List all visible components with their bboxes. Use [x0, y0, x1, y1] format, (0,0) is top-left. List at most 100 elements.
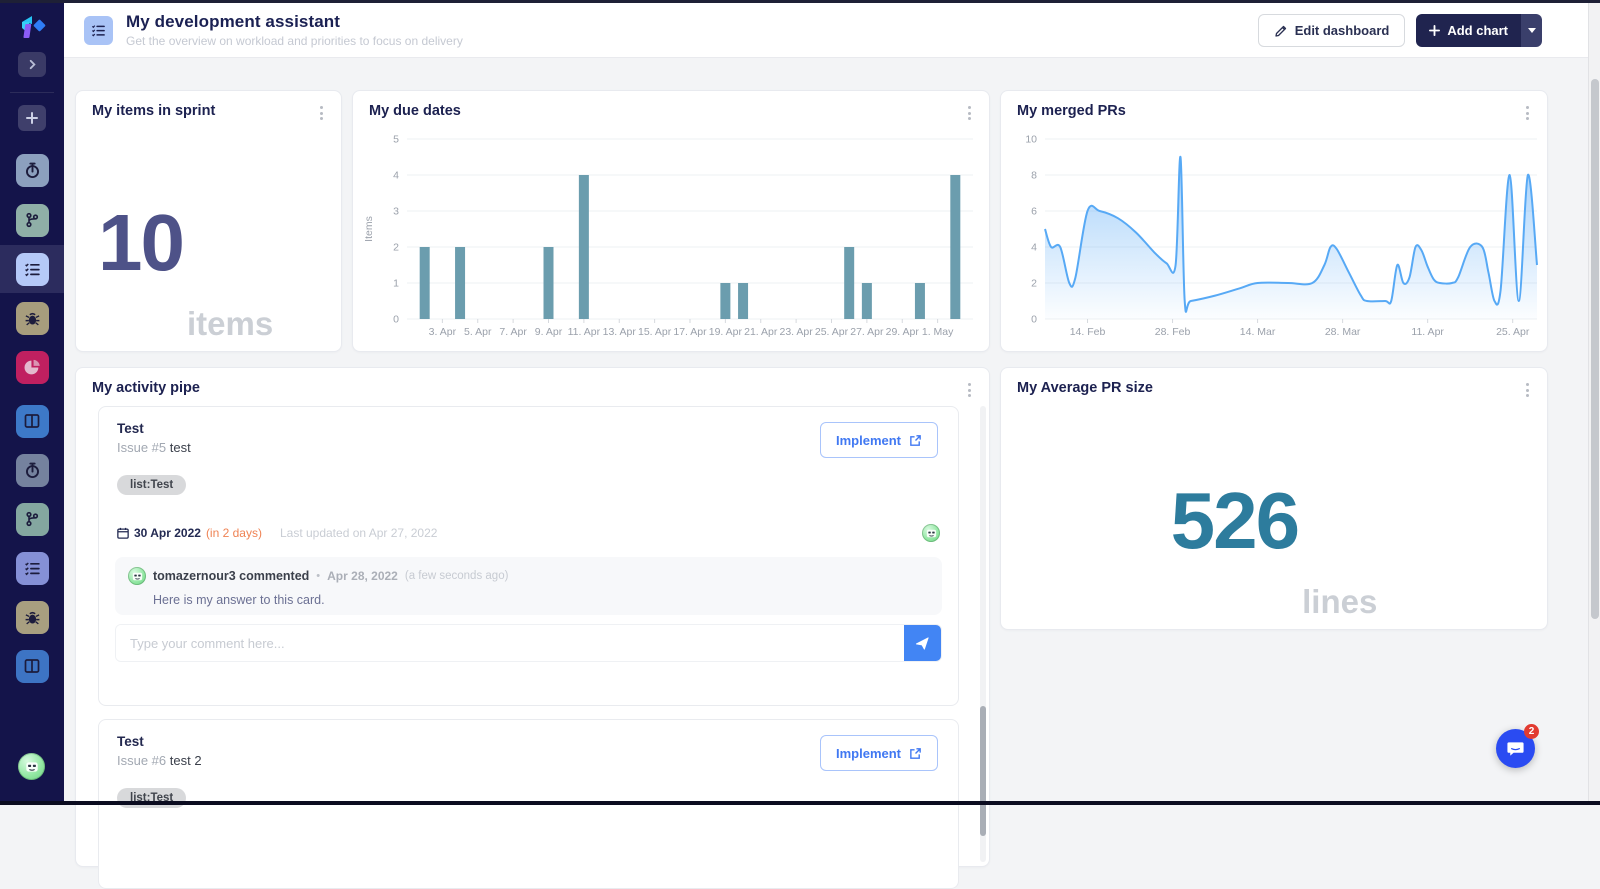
svg-text:5: 5 — [393, 134, 399, 146]
kebab-menu-icon[interactable] — [963, 105, 975, 121]
add-chart-button[interactable]: Add chart — [1416, 14, 1542, 47]
bar-20. Apr — [738, 283, 749, 319]
page-scrollbar[interactable] — [1588, 3, 1600, 801]
issue-due-relative: (in 2 days) — [205, 526, 262, 540]
card-title: My merged PRs — [1017, 103, 1126, 119]
chevron-right-icon — [29, 59, 36, 70]
svg-text:21. Apr: 21. Apr — [744, 326, 778, 338]
sidebar-item-columns-board-2[interactable] — [0, 642, 64, 690]
bar-26. Apr — [844, 247, 855, 319]
window-border-top — [0, 0, 1600, 3]
calendar-icon — [117, 527, 129, 539]
issue-tag: list:Test — [117, 788, 187, 808]
plus-icon — [26, 112, 38, 124]
window-border-bottom — [0, 801, 1600, 805]
issue-ref: Issue #6 — [117, 753, 167, 768]
svg-text:7. Apr: 7. Apr — [499, 326, 527, 338]
kebab-menu-icon[interactable] — [315, 105, 327, 121]
due-dates-bar-chart: 0 1 2 3 4 5 3. Apr 5. Apr 7. Apr 9. Apr 11. Apr 13.… — [363, 134, 973, 338]
edit-dashboard-button[interactable]: Edit dashboard — [1257, 14, 1406, 47]
issue-name: test 2 — [169, 753, 202, 768]
svg-text:15. Apr: 15. Apr — [638, 326, 672, 338]
kebab-menu-icon[interactable] — [963, 382, 975, 398]
stopwatch-icon — [25, 462, 39, 478]
page-title: My development assistant — [126, 12, 341, 31]
sprint-count-unit: items — [186, 305, 274, 342]
merged-prs-area-chart: 0 2 4 6 8 10 14. Feb 28. Feb 14. Mar 28. Mar 11. A… — [1025, 134, 1538, 338]
sprint-count-value: 10 — [98, 198, 185, 287]
sidebar-add-button[interactable] — [18, 105, 46, 131]
card-average-pr-size: My Average PR size 526 lines — [1000, 367, 1548, 630]
svg-text:2: 2 — [1031, 278, 1037, 290]
comment-date: Apr 28, 2022 — [327, 569, 398, 583]
kebab-menu-icon[interactable] — [1521, 105, 1533, 121]
svg-text:3: 3 — [393, 206, 399, 218]
svg-text:28. Mar: 28. Mar — [1325, 326, 1361, 338]
checklist-icon — [24, 263, 40, 276]
add-chart-dropdown-button[interactable] — [1521, 14, 1542, 47]
git-branch-icon — [26, 212, 39, 228]
plus-icon — [1429, 25, 1441, 36]
comment-relative-time: (a few seconds ago) — [404, 570, 509, 582]
page-scrollbar-thumb[interactable] — [1591, 79, 1599, 619]
page-header: My development assistant Get the overvie… — [64, 3, 1588, 58]
pencil-icon — [1275, 25, 1286, 37]
svg-text:25. Apr: 25. Apr — [1496, 326, 1530, 338]
external-link-icon — [910, 434, 921, 446]
avg-pr-size-unit: lines — [1302, 583, 1378, 620]
activity-scrollbar-thumb[interactable] — [980, 706, 986, 836]
sidebar-expand-button[interactable] — [18, 52, 46, 77]
svg-text:5. Apr: 5. Apr — [464, 326, 492, 338]
external-link-icon — [910, 747, 921, 759]
columns-icon — [24, 414, 40, 428]
sidebar-item-timer-board[interactable] — [0, 146, 64, 194]
stopwatch-icon — [25, 162, 39, 178]
sidebar-item-bug-board[interactable] — [0, 294, 64, 342]
dot-separator: • — [316, 570, 321, 582]
comment-input[interactable] — [116, 625, 904, 661]
robot-face-icon — [25, 761, 38, 772]
svg-text:1: 1 — [393, 278, 399, 290]
implement-button[interactable]: Implement — [819, 422, 938, 458]
card-due-dates: My due dates 0 1 2 3 4 5 3. Apr 5. Apr 7. Apr 9. … — [352, 90, 990, 352]
sidebar-item-pie-board[interactable] — [0, 343, 64, 391]
app-logo[interactable] — [16, 12, 48, 44]
bar-30. Apr — [914, 283, 925, 319]
issue-subtitle: Issue #6 test 2 — [117, 753, 202, 768]
sidebar-item-bug-board-2[interactable] — [0, 593, 64, 641]
issue-title: Test — [117, 734, 144, 749]
commenter-avatar — [128, 567, 146, 585]
git-branch-icon — [26, 511, 39, 527]
svg-text:27. Apr: 27. Apr — [850, 326, 884, 338]
implement-button[interactable]: Implement — [819, 735, 938, 771]
line-series — [1044, 155, 1538, 313]
bug-icon — [25, 312, 39, 325]
activity-scrollbar[interactable] — [980, 406, 986, 862]
dashboard-icon — [84, 15, 113, 45]
chat-launcher-button[interactable]: 2 — [1496, 724, 1539, 768]
sidebar-item-checklist-board-2[interactable] — [0, 544, 64, 592]
svg-text:1. May: 1. May — [922, 326, 954, 338]
comment-text: Here is my answer to this card. — [153, 593, 325, 607]
user-avatar[interactable] — [18, 753, 45, 780]
sidebar-item-columns-board[interactable] — [0, 397, 64, 445]
chevron-down-icon — [1527, 28, 1536, 33]
svg-text:14. Feb: 14. Feb — [1070, 326, 1106, 338]
chat-bubble-icon — [1507, 742, 1524, 756]
sidebar-item-git-board[interactable] — [0, 196, 64, 244]
sidebar-item-checklist-board-active[interactable] — [0, 245, 64, 293]
send-comment-button[interactable] — [904, 625, 941, 661]
svg-text:11. Apr: 11. Apr — [568, 326, 601, 338]
kebab-menu-icon[interactable] — [1521, 382, 1533, 398]
pie-chart-icon — [24, 359, 40, 374]
chat-unread-badge: 2 — [1524, 724, 1539, 739]
card-title: My activity pipe — [92, 380, 200, 396]
card-items-in-sprint: My items in sprint 10 items — [75, 90, 342, 352]
issue-tag: list:Test — [117, 475, 187, 495]
svg-text:10: 10 — [1025, 134, 1037, 146]
sidebar — [0, 0, 64, 805]
issue-card: Test Issue #5 test Implement list:Test 3… — [98, 406, 959, 706]
sidebar-item-git-board-2[interactable] — [0, 495, 64, 543]
svg-text:0: 0 — [1031, 314, 1037, 326]
sidebar-item-timer-board-2[interactable] — [0, 446, 64, 494]
